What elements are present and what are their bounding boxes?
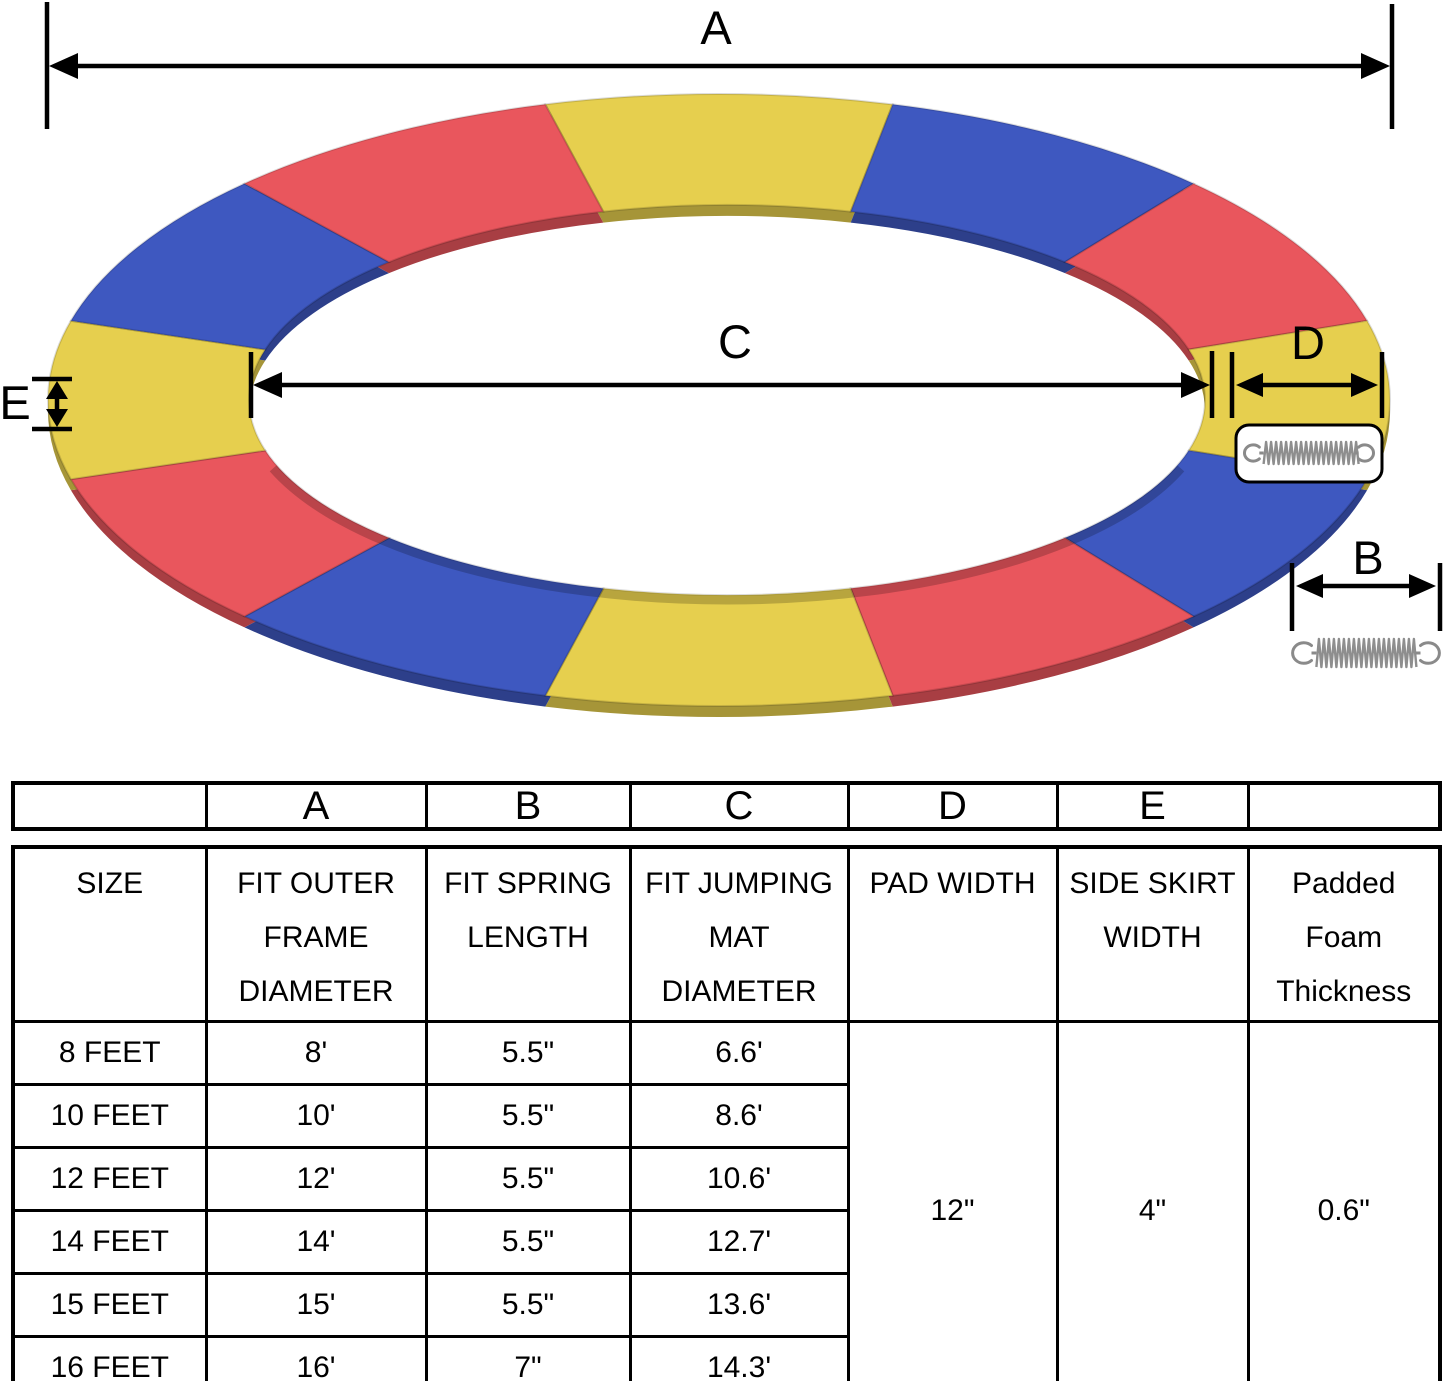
spec-cell: 6.6' — [628, 1020, 850, 1086]
dim-label-b: B — [1352, 531, 1383, 584]
inner-edge-shade — [269, 465, 1185, 605]
pad-segment — [242, 536, 605, 697]
spec-cell: 15' — [204, 1272, 428, 1338]
dimension-labels: A C D B E — [0, 1, 1384, 584]
spec-cell: 15 FEET — [11, 1272, 208, 1338]
spring-hook — [1243, 443, 1261, 463]
pad-diagram: A C D B E — [0, 1, 1443, 718]
dim-d-arrow-left — [1236, 373, 1263, 397]
spec-header-cell: PAD WIDTH — [846, 845, 1059, 1023]
letter-cell — [11, 781, 208, 831]
letter-cell: C — [628, 781, 850, 831]
spec-cell: 8' — [204, 1020, 428, 1086]
spec-cell: 5.5" — [424, 1272, 632, 1338]
spec-table: SIZE FIT OUTER FRAME DIAMETER FIT SPRING L… — [11, 845, 1442, 1381]
spec-cell: 12.7' — [628, 1209, 850, 1275]
spec-cell-foam: 0.6" — [1246, 1020, 1442, 1381]
spec-cell: 10' — [204, 1083, 428, 1149]
spring-coil — [1262, 440, 1360, 466]
spec-cell: 10.6' — [628, 1146, 850, 1212]
pad-segment — [849, 536, 1196, 697]
letter-cell — [1246, 781, 1442, 831]
spring-hook — [1419, 641, 1441, 665]
spec-cell: 16' — [204, 1335, 428, 1381]
spec-cell: 10 FEET — [11, 1083, 208, 1149]
dim-d-arrow-right — [1351, 373, 1378, 397]
dimension-lines — [32, 2, 1443, 631]
pad-segment — [849, 103, 1196, 264]
spec-row: 16 FEET 16' 7" 14.3' — [11, 1335, 1440, 1381]
pad-segment — [1062, 182, 1369, 351]
spec-cell: 16 FEET — [11, 1335, 208, 1381]
spec-header-cell: SIZE — [11, 845, 208, 1023]
dim-c-arrow-left — [253, 372, 282, 398]
spec-cell: 12 FEET — [11, 1146, 208, 1212]
dim-e-arrow-down — [46, 409, 68, 427]
pad-segment — [1062, 449, 1369, 618]
letter-cell: A — [204, 781, 428, 831]
spec-cell: 5.5" — [424, 1083, 632, 1149]
spec-row: 15 FEET 15' 5.5" 13.6' — [11, 1272, 1440, 1338]
spec-cell-side-skirt: 4" — [1055, 1020, 1250, 1381]
spring-hook — [1357, 443, 1375, 463]
dim-c-arrow-right — [1181, 372, 1210, 398]
dim-b-arrow-right — [1409, 574, 1436, 598]
dim-e-arrow-up — [46, 381, 68, 399]
pad-segment — [543, 587, 895, 707]
dim-a-arrow-right — [1361, 53, 1390, 79]
spec-cell: 5.5" — [424, 1020, 632, 1086]
spec-header-cell: Padded Foam Thickness — [1246, 845, 1442, 1023]
spec-cell: 7" — [424, 1335, 632, 1381]
spec-cell: 12' — [204, 1146, 428, 1212]
spec-cell: 14.3' — [628, 1335, 850, 1381]
dim-a-arrow-left — [49, 53, 78, 79]
coil-spring-icon-loose — [1291, 637, 1441, 669]
pad-segment — [69, 449, 392, 618]
dim-label-c: C — [718, 315, 752, 368]
spec-tbody: 8 FEET 8' 5.5" 6.6' 12" 4" 0.6" 10 FEET 10' 5.5" 8… — [11, 1020, 1442, 1381]
letter-cell: D — [846, 781, 1059, 831]
spec-cell: 13.6' — [628, 1272, 850, 1338]
spec-cell: 5.5" — [424, 1146, 632, 1212]
pad-segment — [242, 103, 605, 264]
spec-header-cell: FIT SPRING LENGTH — [424, 845, 632, 1023]
letter-cell: B — [424, 781, 632, 831]
spec-row: 12 FEET 12' 5.5" 10.6' — [11, 1146, 1440, 1212]
spec-row: 8 FEET 8' 5.5" 6.6' 12" 4" 0.6" — [11, 1020, 1442, 1381]
spec-header-cell: SIDE SKIRT WIDTH — [1055, 845, 1250, 1023]
spec-cell: 8 FEET — [11, 1020, 208, 1086]
spec-cell: 14 FEET — [11, 1209, 208, 1275]
spec-row: 14 FEET 14' 5.5" 12.7' — [11, 1209, 1440, 1275]
spring-hook — [1291, 641, 1313, 665]
dim-b-arrow-left — [1296, 574, 1323, 598]
dim-label-d: D — [1291, 316, 1325, 369]
spec-header-cell: FIT JUMPING MAT DIAMETER — [628, 845, 850, 1023]
pad-segment — [543, 93, 895, 213]
pad-segment — [69, 182, 392, 351]
pad-segment — [47, 319, 267, 481]
spec-cell: 8.6' — [628, 1083, 850, 1149]
letter-cell: E — [1055, 781, 1250, 831]
spec-header-cell: FIT OUTER FRAME DIAMETER — [204, 845, 428, 1023]
spec-cell-pad-width: 12" — [846, 1020, 1059, 1381]
dim-label-a: A — [700, 1, 732, 54]
coil-spring-icon-boxed — [1243, 440, 1375, 466]
dim-label-e: E — [0, 376, 31, 429]
spring-coil — [1315, 637, 1418, 669]
spec-cell: 14' — [204, 1209, 428, 1275]
spec-row: 10 FEET 10' 5.5" 8.6' — [11, 1083, 1440, 1149]
spec-header-row: SIZE FIT OUTER FRAME DIAMETER FIT SPRING L… — [11, 845, 1442, 1023]
spec-cell: 5.5" — [424, 1209, 632, 1275]
